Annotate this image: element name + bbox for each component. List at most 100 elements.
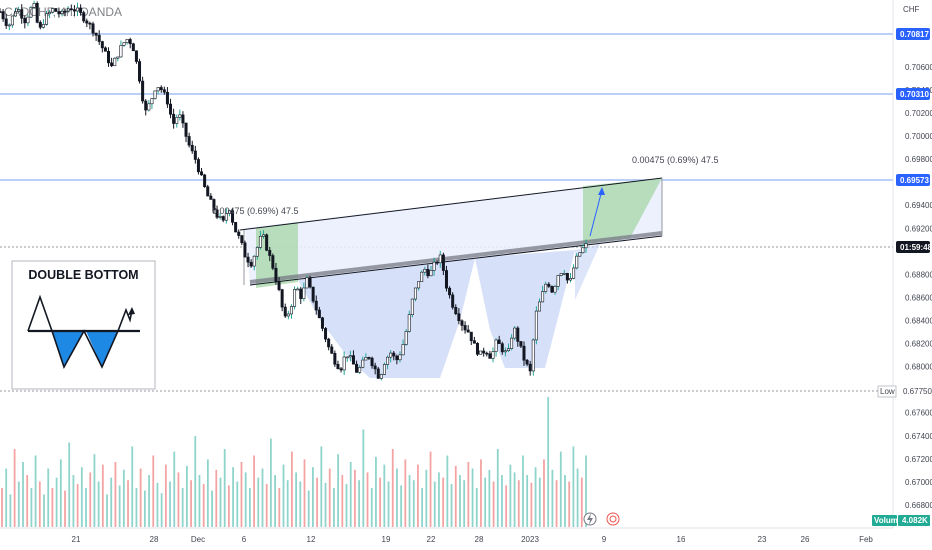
volume-bar bbox=[379, 477, 382, 527]
candle-body bbox=[234, 222, 238, 233]
volume-bar bbox=[122, 469, 125, 527]
volume-bar bbox=[55, 477, 58, 527]
lightning-icon[interactable] bbox=[583, 512, 597, 526]
candle-body bbox=[568, 278, 572, 281]
double-bottom-inset bbox=[11, 260, 156, 390]
candle-body bbox=[494, 339, 498, 352]
volume-bar bbox=[1, 488, 3, 527]
volume-bar bbox=[547, 397, 550, 527]
volume-bar bbox=[580, 477, 583, 527]
candle-body bbox=[212, 199, 216, 211]
time-axis[interactable] bbox=[0, 528, 893, 550]
candle-body bbox=[503, 350, 507, 353]
candle-body bbox=[29, 7, 33, 18]
volume-bar bbox=[118, 485, 121, 527]
price-tag-level3: 0.69573 bbox=[896, 174, 930, 186]
candle-body bbox=[497, 339, 501, 344]
volume-bar bbox=[391, 449, 394, 527]
volume-bar bbox=[316, 477, 319, 527]
candle-body bbox=[317, 309, 321, 319]
volume-bar bbox=[232, 467, 234, 527]
candle-body bbox=[209, 195, 213, 200]
y-tick-label: 0.68200 bbox=[905, 340, 932, 349]
volume-bar bbox=[265, 484, 268, 527]
volume-bar bbox=[446, 455, 449, 527]
volume-bar bbox=[312, 467, 314, 527]
candle-body bbox=[314, 300, 318, 311]
axis-currency: CHF bbox=[903, 5, 920, 14]
x-tick-label: 26 bbox=[801, 535, 810, 544]
candle-body bbox=[265, 234, 269, 251]
candle-body bbox=[345, 356, 349, 359]
measure-label-right: 0.00475 (0.69%) 47.5 bbox=[632, 155, 719, 165]
y-tick-label: 0.68000 bbox=[905, 363, 932, 372]
volume-bar bbox=[480, 459, 482, 527]
neckline bbox=[249, 235, 663, 286]
candle-body bbox=[138, 61, 142, 82]
volume-bar bbox=[5, 468, 8, 527]
volume-bar bbox=[131, 446, 134, 527]
volume-bar bbox=[349, 462, 352, 527]
candle-body bbox=[559, 273, 563, 276]
candle-body bbox=[575, 255, 579, 269]
y-tick-label: 0.68400 bbox=[905, 316, 932, 325]
volume-bar bbox=[429, 451, 432, 527]
candle-body bbox=[277, 280, 281, 290]
candle-body bbox=[534, 310, 538, 341]
volume-bar bbox=[421, 488, 424, 527]
volume-bar bbox=[345, 484, 348, 527]
x-tick-label: 21 bbox=[72, 535, 81, 544]
volume-bar bbox=[328, 468, 331, 527]
volume-bar bbox=[244, 472, 247, 527]
candle-body bbox=[389, 352, 393, 358]
candle-body bbox=[243, 242, 247, 258]
candle-body bbox=[475, 343, 479, 355]
candle-body bbox=[500, 343, 504, 353]
candle-body bbox=[0, 11, 2, 13]
y-tick-label: 0.67000 bbox=[905, 478, 932, 487]
candle-body bbox=[553, 285, 557, 293]
volume-bar bbox=[59, 459, 62, 527]
volume-bar bbox=[564, 475, 566, 527]
low-value: 0.67750 bbox=[903, 387, 932, 396]
volume-bar bbox=[320, 446, 323, 527]
inset-left-trough bbox=[52, 331, 84, 367]
volume-bar bbox=[400, 485, 403, 527]
candle-body bbox=[463, 325, 467, 331]
replay-icon[interactable] bbox=[606, 512, 620, 526]
candle-body bbox=[48, 11, 52, 15]
candle-body bbox=[184, 122, 188, 137]
candle-body bbox=[299, 288, 303, 299]
volume-bar bbox=[114, 462, 117, 527]
volume-bar bbox=[408, 475, 411, 527]
candle-body bbox=[404, 331, 408, 345]
candle-body bbox=[355, 363, 359, 373]
candle-body bbox=[302, 287, 306, 299]
volume-bar bbox=[194, 436, 197, 527]
volume-bar bbox=[324, 482, 327, 527]
candle-body bbox=[348, 355, 352, 358]
candle-body bbox=[249, 261, 253, 267]
candle-body bbox=[107, 51, 111, 64]
volume-bar bbox=[68, 442, 71, 527]
candle-body bbox=[100, 41, 104, 49]
candle-body bbox=[17, 9, 21, 12]
volume-bar bbox=[198, 475, 201, 527]
right-bottom-fill bbox=[475, 250, 575, 368]
x-tick-label: 22 bbox=[427, 535, 436, 544]
candle-body bbox=[286, 313, 290, 317]
y-axis-ticks: 0.706000.704000.702000.700000.698000.694… bbox=[905, 63, 932, 510]
y-tick-label: 0.69800 bbox=[905, 155, 932, 164]
volume-bar bbox=[17, 481, 20, 527]
volume-bar bbox=[366, 472, 369, 527]
volume-bar bbox=[534, 467, 537, 527]
x-tick-label: 19 bbox=[382, 535, 391, 544]
volume-bar bbox=[76, 484, 79, 527]
candle-body bbox=[94, 32, 98, 36]
candle-body bbox=[407, 314, 411, 332]
volume-bar bbox=[463, 480, 466, 527]
y-tick-label: 0.68800 bbox=[905, 270, 932, 279]
volume-bar bbox=[433, 481, 436, 527]
y-tick-label: 0.70200 bbox=[905, 109, 932, 118]
